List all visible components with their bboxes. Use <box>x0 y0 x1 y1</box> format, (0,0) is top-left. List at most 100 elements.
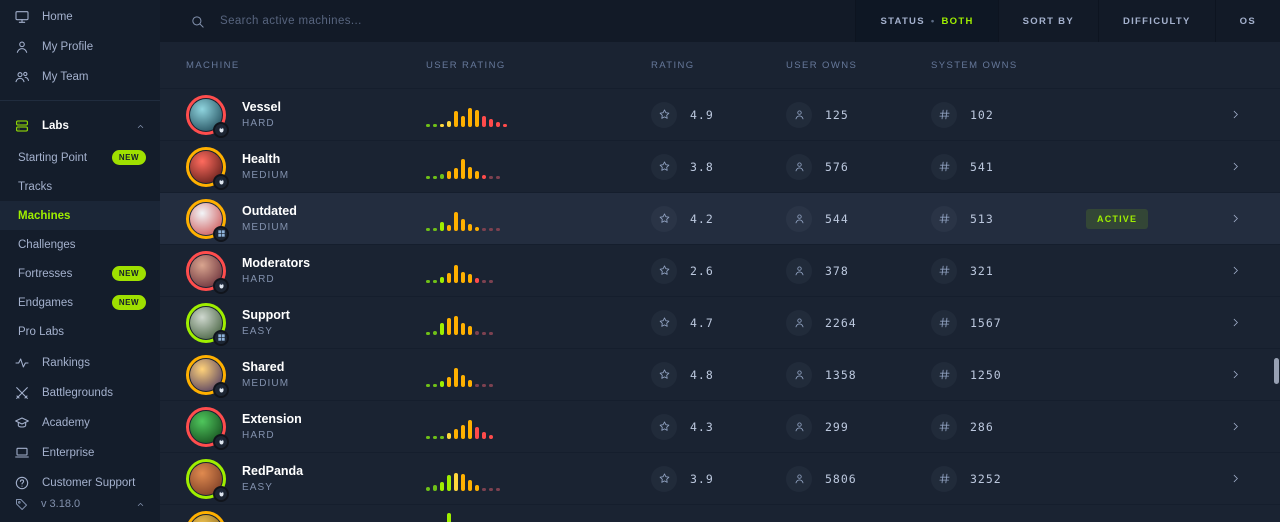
machine-name[interactable]: Health <box>242 152 281 166</box>
machine-cell <box>186 510 426 522</box>
sidebar-subitem-label: Challenges <box>18 238 76 251</box>
table-row-outdated[interactable]: Outdated MEDIUM 4.2 544 513 ACTIVE <box>160 193 1280 245</box>
histogram-bar <box>468 419 472 439</box>
histogram-bar <box>496 227 500 231</box>
rating-value: 4.3 <box>690 419 714 434</box>
sidebar-item-academy[interactable]: Academy <box>0 408 160 438</box>
histogram-bar <box>447 474 451 491</box>
histogram-bar <box>440 380 444 387</box>
histogram-bar <box>440 276 444 283</box>
sidebar-item-my-team[interactable]: My Team <box>0 62 160 92</box>
row-chevron[interactable] <box>1190 212 1280 225</box>
row-chevron[interactable] <box>1190 108 1280 121</box>
sidebar-item-challenges[interactable]: Challenges <box>0 230 160 259</box>
sidebar-item-machines[interactable]: Machines <box>0 201 160 230</box>
table-row-redpanda[interactable]: RedPanda EASY 3.9 5806 3252 <box>160 453 1280 505</box>
histogram-bar <box>461 158 465 179</box>
machine-difficulty: MEDIUM <box>242 222 290 233</box>
table-row-shared[interactable]: Shared MEDIUM 4.8 1358 1250 <box>160 349 1280 401</box>
table-header: MACHINE USER RATING RATING USER OWNS SYS… <box>160 42 1280 89</box>
user-owns-cell: 299 <box>786 413 931 440</box>
histogram-bar <box>454 264 458 283</box>
table-row-vessel[interactable]: Vessel HARD 4.9 125 102 <box>160 89 1280 141</box>
table-row-moderators[interactable]: Moderators HARD 2.6 378 321 <box>160 245 1280 297</box>
machine-name[interactable]: Outdated <box>242 204 297 218</box>
table-row-health[interactable]: Health MEDIUM 3.8 576 541 <box>160 141 1280 193</box>
histogram-bar <box>440 481 444 491</box>
machine-difficulty: EASY <box>242 326 274 337</box>
system-owns-cell: 321 <box>931 257 1086 284</box>
filter-os[interactable]: OS <box>1214 0 1280 42</box>
histogram-bar <box>496 175 500 179</box>
machine-name[interactable]: RedPanda <box>242 464 304 478</box>
histogram-bar <box>440 435 444 439</box>
filter-status[interactable]: STATUS • BOTH <box>855 0 998 42</box>
histogram-bar <box>475 277 479 283</box>
sidebar-item-label: Labs <box>42 120 69 132</box>
machine-name[interactable]: Support <box>242 308 290 322</box>
sidebar-item-my-profile[interactable]: My Profile <box>0 32 160 62</box>
histogram-bar <box>482 487 486 491</box>
sidebar-item-home[interactable]: Home <box>0 2 160 32</box>
machine-name[interactable]: Moderators <box>242 256 311 270</box>
chevron-right-icon[interactable] <box>1229 212 1242 225</box>
sidebar-item-customer-support[interactable]: Customer Support <box>0 468 160 498</box>
hash-icon <box>931 465 957 492</box>
histogram-bar <box>461 374 465 387</box>
histogram-bar <box>475 226 479 231</box>
row-chevron[interactable] <box>1190 160 1280 173</box>
sidebar-version-row[interactable]: v 3.18.0 <box>0 488 160 520</box>
table-row-support[interactable]: Support EASY 4.7 2264 1567 <box>160 297 1280 349</box>
sidebar: Home My Profile My Team Labs Starting Po… <box>0 0 160 522</box>
table-row[interactable] <box>160 505 1280 522</box>
sidebar-item-labs[interactable]: Labs <box>0 109 160 143</box>
filter-difficulty[interactable]: DIFFICULTY <box>1097 0 1215 42</box>
user-icon <box>786 413 812 440</box>
sidebar-item-fortresses[interactable]: Fortresses NEW <box>0 259 160 288</box>
machine-difficulty: HARD <box>242 118 275 129</box>
filter-sort-by[interactable]: SORT BY <box>997 0 1098 42</box>
chevron-right-icon[interactable] <box>1229 420 1242 433</box>
user-rating-histogram <box>426 207 651 231</box>
table-row-extension[interactable]: Extension HARD 4.3 299 286 <box>160 401 1280 453</box>
machine-name[interactable]: Extension <box>242 412 302 426</box>
row-chevron[interactable] <box>1190 264 1280 277</box>
row-chevron[interactable] <box>1190 472 1280 485</box>
row-chevron[interactable] <box>1190 316 1280 329</box>
sidebar-item-endgames[interactable]: Endgames NEW <box>0 288 160 317</box>
sidebar-labs-children: Starting Point NEW Tracks Machines Chall… <box>0 143 160 346</box>
histogram-bar <box>426 435 430 439</box>
user-icon <box>786 465 812 492</box>
chevron-right-icon[interactable] <box>1229 368 1242 381</box>
row-chevron[interactable] <box>1190 420 1280 433</box>
chevron-up-icon[interactable] <box>135 499 146 510</box>
sidebar-divider <box>0 100 160 101</box>
sidebar-item-tracks[interactable]: Tracks <box>0 172 160 201</box>
chevron-right-icon[interactable] <box>1229 160 1242 173</box>
monitor-icon <box>14 9 30 25</box>
search-input[interactable] <box>220 15 540 27</box>
rating-cell: 4.9 <box>651 101 786 128</box>
sidebar-labs-group: Labs <box>0 109 160 143</box>
machine-name[interactable]: Shared <box>242 360 285 374</box>
row-chevron[interactable] <box>1190 368 1280 381</box>
user-rating-histogram <box>426 103 651 127</box>
chevron-right-icon[interactable] <box>1229 316 1242 329</box>
histogram-bar <box>461 473 465 491</box>
chevron-right-icon[interactable] <box>1229 472 1242 485</box>
sidebar-item-enterprise[interactable]: Enterprise <box>0 438 160 468</box>
sidebar-item-starting-point[interactable]: Starting Point NEW <box>0 143 160 172</box>
machine-name[interactable]: Vessel <box>242 100 281 114</box>
sidebar-item-battlegrounds[interactable]: Battlegrounds <box>0 378 160 408</box>
chevron-right-icon[interactable] <box>1229 264 1242 277</box>
difficulty-ring <box>186 406 226 447</box>
user-rating-histogram <box>426 155 651 179</box>
user-owns-value: 5806 <box>825 471 857 486</box>
chevron-right-icon[interactable] <box>1229 108 1242 121</box>
sidebar-item-rankings[interactable]: Rankings <box>0 348 160 378</box>
sidebar-subitem-label: Fortresses <box>18 267 73 280</box>
user-icon <box>786 361 812 388</box>
scrollbar-thumb[interactable] <box>1274 358 1279 384</box>
sidebar-item-pro-labs[interactable]: Pro Labs <box>0 317 160 346</box>
histogram-bar <box>454 211 458 231</box>
